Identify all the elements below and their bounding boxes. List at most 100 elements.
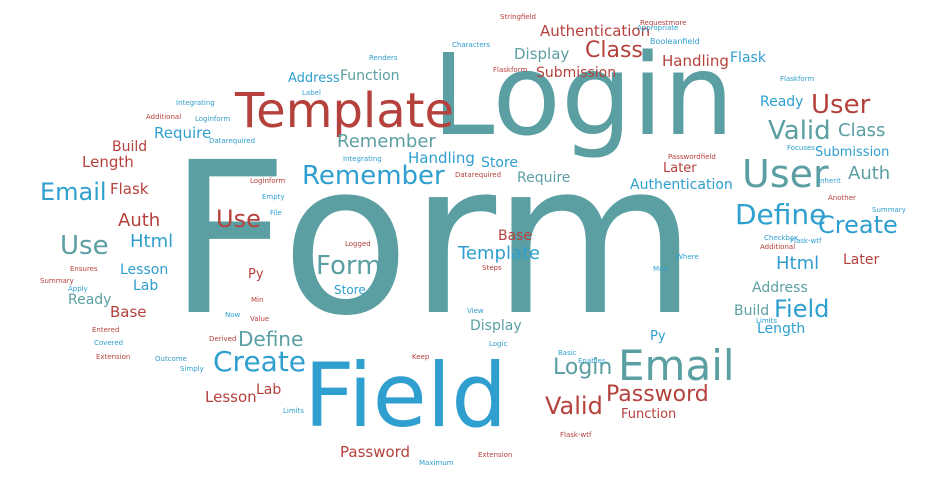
word: Integrating bbox=[176, 99, 215, 107]
word: Base bbox=[498, 228, 533, 244]
word: Summary bbox=[40, 277, 74, 285]
word: Later bbox=[843, 252, 880, 268]
word: Derived bbox=[209, 335, 237, 343]
word: Flask bbox=[110, 180, 149, 198]
word: Lesson bbox=[120, 262, 169, 278]
word: Require bbox=[517, 170, 571, 186]
word: Requestmore bbox=[640, 19, 687, 27]
word: Ensures bbox=[70, 265, 98, 273]
word: Integrating bbox=[343, 155, 382, 163]
word: Use bbox=[216, 205, 261, 233]
word: Booleanfield bbox=[650, 37, 700, 46]
word: Loginform bbox=[195, 115, 231, 123]
word: User bbox=[811, 90, 871, 120]
word: Limits bbox=[283, 407, 304, 415]
word: Submission bbox=[536, 65, 617, 81]
word: Password bbox=[340, 443, 411, 461]
word: Covered bbox=[94, 339, 124, 347]
word: Email bbox=[40, 178, 107, 206]
word: Entered bbox=[92, 326, 120, 334]
word: Password bbox=[606, 382, 709, 407]
word: Datarequired bbox=[455, 171, 502, 179]
word: Characters bbox=[452, 41, 491, 49]
word: Enables bbox=[578, 357, 606, 365]
word: Valid bbox=[768, 116, 831, 146]
word: User bbox=[742, 152, 829, 196]
word: Additional bbox=[146, 113, 182, 121]
word: View bbox=[467, 307, 484, 315]
word: Authentication bbox=[540, 22, 651, 40]
word: Flaskform bbox=[493, 66, 528, 74]
word: Passwordfield bbox=[668, 153, 716, 161]
word: Empty bbox=[262, 193, 285, 201]
word: Keep bbox=[412, 353, 430, 361]
word: Auth bbox=[118, 210, 161, 231]
word: Login bbox=[553, 355, 613, 380]
word: Extension bbox=[478, 451, 513, 459]
word: Html bbox=[776, 253, 820, 274]
word: Base bbox=[110, 303, 147, 321]
word: Function bbox=[621, 407, 677, 422]
word: Field bbox=[304, 344, 508, 447]
word: Basic bbox=[558, 349, 577, 357]
word: Auth bbox=[848, 163, 891, 184]
word: Login bbox=[432, 31, 735, 161]
word: Store bbox=[481, 155, 519, 171]
word: Flask-wtf bbox=[790, 237, 822, 245]
word: Length bbox=[757, 321, 806, 337]
word: Inherit bbox=[818, 177, 841, 185]
word: Py bbox=[248, 267, 264, 282]
word: Authentication bbox=[630, 177, 733, 193]
word: Logged bbox=[345, 240, 371, 248]
word: Maximum bbox=[419, 459, 454, 467]
word: Build bbox=[734, 303, 770, 319]
word: File bbox=[270, 209, 282, 217]
word: Email bbox=[618, 341, 735, 390]
word: Form bbox=[316, 251, 382, 281]
word: Checkbox bbox=[764, 234, 799, 242]
word: Display bbox=[514, 45, 570, 63]
word: Apply bbox=[68, 285, 88, 293]
word: Display bbox=[470, 318, 522, 334]
word: Template bbox=[458, 243, 541, 264]
word: Class bbox=[838, 120, 886, 141]
word: Flask-wtf bbox=[560, 431, 592, 439]
word: Define bbox=[735, 198, 827, 231]
word: Renders bbox=[369, 54, 398, 62]
word: Simply bbox=[180, 365, 204, 373]
word: Py bbox=[650, 329, 666, 344]
word: Steps bbox=[482, 264, 502, 272]
word: Handling bbox=[662, 52, 729, 70]
word: Create bbox=[818, 211, 898, 239]
word: Address bbox=[288, 71, 340, 86]
word: Later bbox=[663, 161, 697, 176]
word: Datarequired bbox=[209, 137, 256, 145]
word: Stringfield bbox=[500, 13, 536, 21]
word: Use bbox=[60, 231, 109, 261]
word: Flask bbox=[730, 50, 766, 66]
word: Function bbox=[340, 68, 400, 84]
word: Remember bbox=[302, 161, 445, 191]
word: Logic bbox=[489, 340, 508, 348]
word: Label bbox=[302, 89, 321, 97]
word: Html bbox=[130, 231, 174, 252]
word: Form bbox=[168, 117, 697, 362]
word: Build bbox=[112, 139, 148, 155]
word: Class bbox=[585, 38, 643, 63]
word: Max bbox=[653, 265, 668, 273]
word: Appropriate bbox=[637, 24, 679, 32]
word: Lab bbox=[256, 382, 282, 398]
word: Valid bbox=[545, 392, 603, 420]
word: Outcome bbox=[155, 355, 187, 363]
word: Template bbox=[235, 83, 455, 139]
word: Now bbox=[225, 311, 241, 319]
word: Store bbox=[334, 283, 366, 297]
word: Min bbox=[251, 296, 264, 304]
word: Flaskform bbox=[780, 75, 815, 83]
word: Lesson bbox=[205, 388, 257, 406]
word: Loginform bbox=[250, 177, 286, 185]
word: Ready bbox=[68, 292, 112, 308]
word: Remember bbox=[337, 131, 436, 152]
word: Submission bbox=[815, 145, 890, 160]
